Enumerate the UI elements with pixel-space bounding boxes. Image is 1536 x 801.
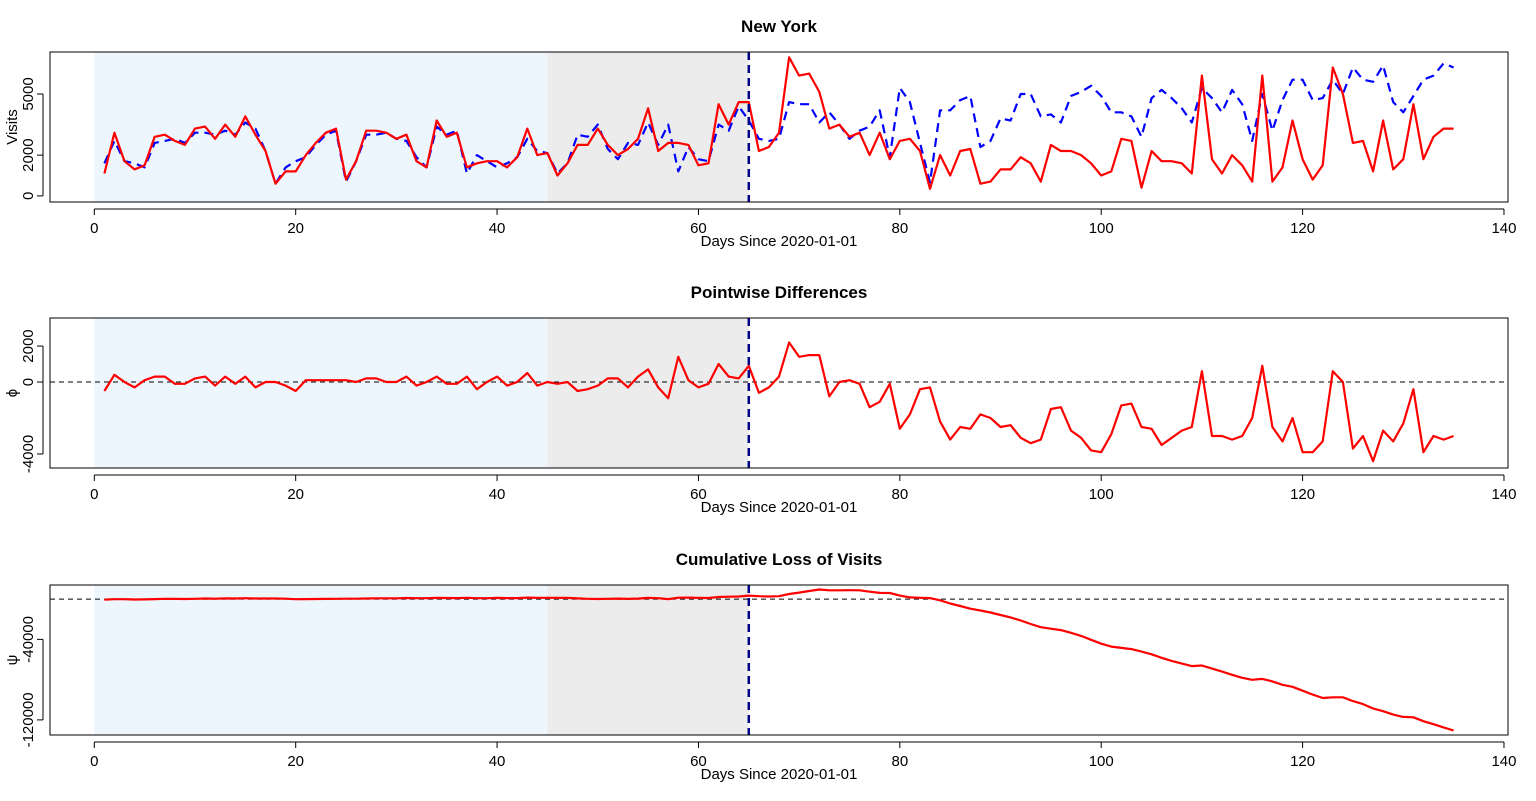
x-tick-label: 40 xyxy=(489,486,506,503)
x-tick-label: 100 xyxy=(1089,486,1114,503)
y-tick-label: 5000 xyxy=(20,77,37,110)
x-tick-label: 60 xyxy=(690,753,707,770)
y-axis-label: ψ xyxy=(4,655,21,666)
plot-frame xyxy=(49,317,1509,469)
x-tick-label: 100 xyxy=(1089,753,1114,770)
x-tick-label: 80 xyxy=(891,220,908,237)
x-tick-label: 140 xyxy=(1491,220,1516,237)
shade-region xyxy=(94,585,548,735)
chart-title: New York xyxy=(741,17,817,36)
y-tick-label: -120000 xyxy=(20,692,37,747)
x-axis-label: Days Since 2020-01-01 xyxy=(701,233,858,250)
shade-region xyxy=(94,318,548,468)
series-line xyxy=(103,341,1454,463)
x-tick-label: 60 xyxy=(690,486,707,503)
shade-region xyxy=(547,585,749,735)
y-tick-label: 0 xyxy=(20,192,37,200)
x-axis-label: Days Since 2020-01-01 xyxy=(701,499,858,516)
series-line xyxy=(103,56,1454,190)
x-tick-label: 120 xyxy=(1290,753,1315,770)
y-tick-label: -4000 xyxy=(20,435,37,473)
y-tick-label: 2000 xyxy=(20,138,37,171)
plot-frame xyxy=(49,584,1509,736)
x-tick-label: 20 xyxy=(287,753,304,770)
series-line xyxy=(104,588,1454,732)
x-tick-label: 0 xyxy=(90,753,98,770)
x-axis-label: Days Since 2020-01-01 xyxy=(701,766,858,783)
y-tick-label: 2000 xyxy=(20,329,37,362)
x-tick-label: 80 xyxy=(891,486,908,503)
x-tick-label: 40 xyxy=(489,220,506,237)
x-tick-label: 140 xyxy=(1491,486,1516,503)
x-tick-label: 0 xyxy=(90,220,98,237)
shade-region xyxy=(547,318,749,468)
x-tick-label: 100 xyxy=(1089,220,1114,237)
y-axis-label: Visits xyxy=(4,109,21,145)
x-tick-label: 20 xyxy=(287,220,304,237)
x-tick-label: 20 xyxy=(287,486,304,503)
y-axis-label: ϕ xyxy=(4,389,21,397)
chart-title: Pointwise Differences xyxy=(691,283,868,302)
x-tick-label: 40 xyxy=(489,753,506,770)
x-tick-label: 60 xyxy=(690,220,707,237)
y-tick-label: 0 xyxy=(20,378,37,386)
x-tick-label: 0 xyxy=(90,486,98,503)
chart-title: Cumulative Loss of Visits xyxy=(676,550,883,569)
x-tick-label: 120 xyxy=(1290,220,1315,237)
plot-frame xyxy=(49,51,1509,203)
shade-region xyxy=(94,52,548,202)
y-tick-label: -40000 xyxy=(20,616,37,663)
x-tick-label: 80 xyxy=(891,753,908,770)
x-tick-label: 120 xyxy=(1290,486,1315,503)
x-tick-label: 140 xyxy=(1491,753,1516,770)
